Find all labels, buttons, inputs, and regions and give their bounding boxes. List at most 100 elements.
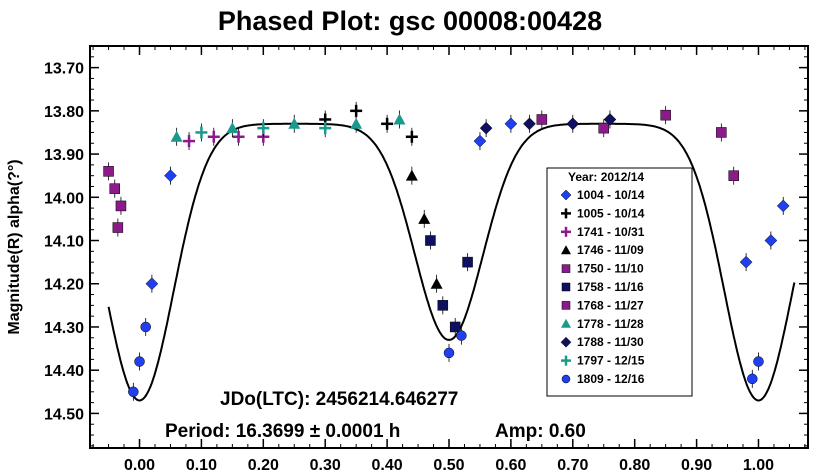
x-tick-label: 0.10: [186, 457, 217, 474]
series-3: [405, 166, 443, 293]
data-point: [523, 117, 536, 131]
legend-marker: [561, 318, 571, 328]
data-point: [195, 126, 208, 139]
x-tick-label: 0.30: [310, 457, 341, 474]
legend-marker: [560, 189, 572, 201]
data-point: [112, 222, 124, 233]
legend-marker: [561, 245, 571, 255]
data-point: [430, 277, 443, 289]
data-point: [183, 135, 196, 148]
legend-label: 1788 - 11/30: [577, 335, 644, 349]
data-point: [473, 134, 487, 148]
data-point: [288, 117, 301, 129]
chart-title: Phased Plot: gsc 00008:00428: [218, 6, 602, 36]
fit-curve: [107, 122, 796, 402]
legend-box: [546, 167, 693, 397]
data-point: [728, 170, 739, 181]
data-point: [140, 321, 151, 333]
data-point: [747, 373, 758, 385]
data-point: [449, 321, 461, 333]
x-tick-label: 0.00: [124, 457, 155, 474]
data-point: [381, 117, 394, 130]
legend-label: 1750 - 11/10: [577, 262, 644, 276]
period-annotation: Period: 16.3699 ± 0.0001 h: [165, 421, 400, 442]
data-point: [753, 356, 764, 367]
data-point: [425, 235, 436, 246]
legend-marker: [561, 355, 571, 366]
legend-label: 1746 - 11/09: [577, 243, 644, 257]
y-tick-label: 13.90: [44, 147, 84, 164]
data-point: [405, 169, 418, 181]
data-point: [536, 114, 548, 125]
legend-marker: [561, 301, 571, 310]
legend-title: Year: 2012/14: [568, 170, 644, 184]
y-axis-label: Magnitude(R) alpha(?°): [6, 159, 23, 334]
legend-label: 1809 - 12/16: [577, 372, 645, 386]
x-tick-label: 0.90: [681, 457, 712, 474]
series-9: [195, 119, 332, 142]
y-tick-label: 14.50: [44, 406, 84, 423]
legend-entries: 1004 - 10/14 1005 - 10/14 1741 - 10/31 1746…: [560, 188, 645, 386]
data-point: [164, 169, 177, 183]
legend-marker: [561, 208, 571, 219]
data-point: [479, 121, 493, 135]
data-point: [418, 212, 431, 224]
series-8: [479, 110, 617, 138]
data-point: [504, 117, 518, 131]
y-tick-label: 14.20: [44, 277, 84, 294]
data-point: [437, 300, 449, 311]
legend-marker: [561, 282, 571, 292]
x-tick-label: 0.70: [557, 457, 588, 474]
data-point: [739, 255, 753, 269]
data-point: [598, 122, 609, 134]
legend-marker: [561, 264, 571, 273]
legend-label: 1005 - 10/14: [577, 206, 645, 220]
data-point: [764, 234, 778, 247]
y-tick-label: 14.10: [44, 234, 84, 251]
data-point: [128, 386, 139, 398]
x-tick-label: 1.00: [743, 457, 774, 474]
y-tick-label: 14.30: [44, 320, 84, 337]
x-tick-label: 0.60: [495, 457, 526, 474]
data-point: [776, 199, 790, 213]
data-point: [716, 127, 727, 138]
axes-layer: 13.70 13.80 13.90 14.00 14.10 14.20 14.30 14.40…: [44, 45, 808, 474]
data-point: [103, 166, 114, 177]
series-4: [103, 162, 127, 237]
data-point: [145, 277, 159, 291]
fit-curve-layer: [107, 122, 796, 402]
data-point: [443, 347, 455, 359]
amplitude-annotation: Amp: 0.60: [495, 421, 586, 442]
data-point: [319, 122, 332, 135]
data-point: [393, 113, 406, 125]
data-point: [566, 117, 580, 131]
x-tick-label: 0.50: [433, 457, 464, 474]
data-point: [603, 113, 617, 126]
y-tick-label: 14.00: [44, 190, 84, 207]
data-point: [257, 122, 270, 135]
data-point: [134, 356, 145, 367]
legend-marker: [560, 336, 572, 348]
plot-area-frame: [89, 45, 809, 449]
data-point: [405, 130, 418, 143]
data-point: [462, 256, 473, 268]
data-point: [660, 109, 671, 121]
data-point: [232, 130, 245, 143]
x-tick-label: 0.40: [372, 457, 403, 474]
legend-label: 1004 - 10/14: [577, 188, 645, 202]
data-point: [170, 130, 183, 142]
legend-label: 1778 - 11/28: [577, 317, 644, 331]
data-point: [350, 117, 363, 129]
x-tick-label: 0.80: [619, 457, 650, 474]
y-tick-label: 13.80: [44, 104, 84, 121]
legend-marker: [561, 374, 571, 384]
data-point: [207, 130, 220, 143]
data-point: [456, 330, 467, 341]
data-point: [109, 183, 121, 194]
y-tick-label: 14.40: [44, 363, 84, 380]
legend-label: 1768 - 11/27: [577, 298, 644, 312]
series-10: [128, 317, 764, 401]
epoch-annotation: JDo(LTC): 2456214.646277: [220, 389, 458, 410]
legend-marker: [561, 226, 571, 237]
